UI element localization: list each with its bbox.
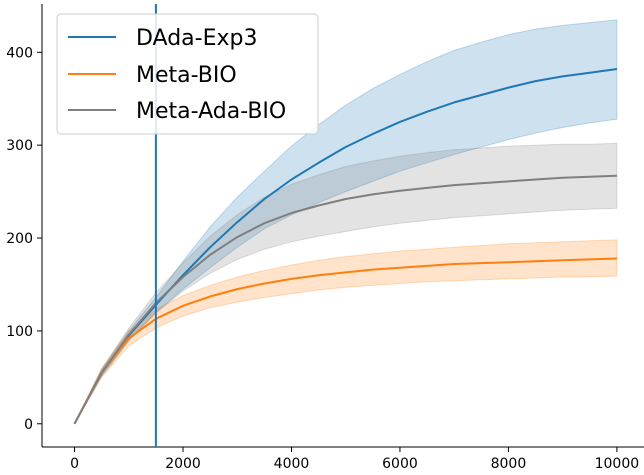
y-tick-label: 0 (24, 417, 33, 433)
y-axis-ticks: 0 100 200 300 400 (6, 45, 42, 433)
band-meta-bio (74, 239, 618, 425)
legend-label-meta-ada-bio: Meta-Ada-BIO (136, 99, 286, 124)
x-tick-label: 6000 (382, 456, 418, 472)
legend-label-meta-bio: Meta-BIO (136, 63, 237, 88)
y-tick-label: 300 (6, 138, 33, 154)
x-axis-ticks: 0 2000 4000 6000 8000 10000 (70, 447, 639, 472)
line-meta-ada-bio (73, 174, 617, 425)
legend: DAda-Exp3 Meta-BIO Meta-Ada-BIO (56, 13, 319, 135)
x-tick-label: 8000 (491, 456, 527, 472)
x-tick-label: 2000 (165, 456, 201, 472)
y-tick-label: 100 (6, 324, 33, 340)
x-tick-label: 4000 (274, 456, 310, 472)
line-meta-bio (73, 257, 617, 425)
y-tick-label: 200 (6, 231, 33, 247)
x-tick-label: 0 (70, 456, 79, 472)
legend-frame (56, 13, 319, 135)
x-tick-label: 10000 (595, 456, 640, 472)
y-tick-label: 400 (6, 45, 33, 61)
legend-label-dada-exp3: DAda-Exp3 (136, 26, 257, 51)
series-lines (73, 68, 618, 425)
